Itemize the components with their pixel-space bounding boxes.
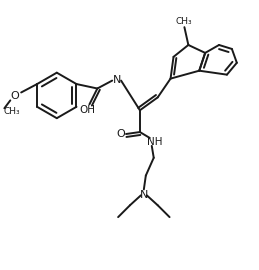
Text: O: O [117,129,125,139]
Text: CH₃: CH₃ [3,107,20,116]
Text: N: N [113,75,121,85]
Text: N: N [140,190,148,200]
Text: NH: NH [147,137,162,147]
Text: OH: OH [80,105,96,115]
Text: CH₃: CH₃ [175,17,192,26]
Text: O: O [11,92,20,102]
